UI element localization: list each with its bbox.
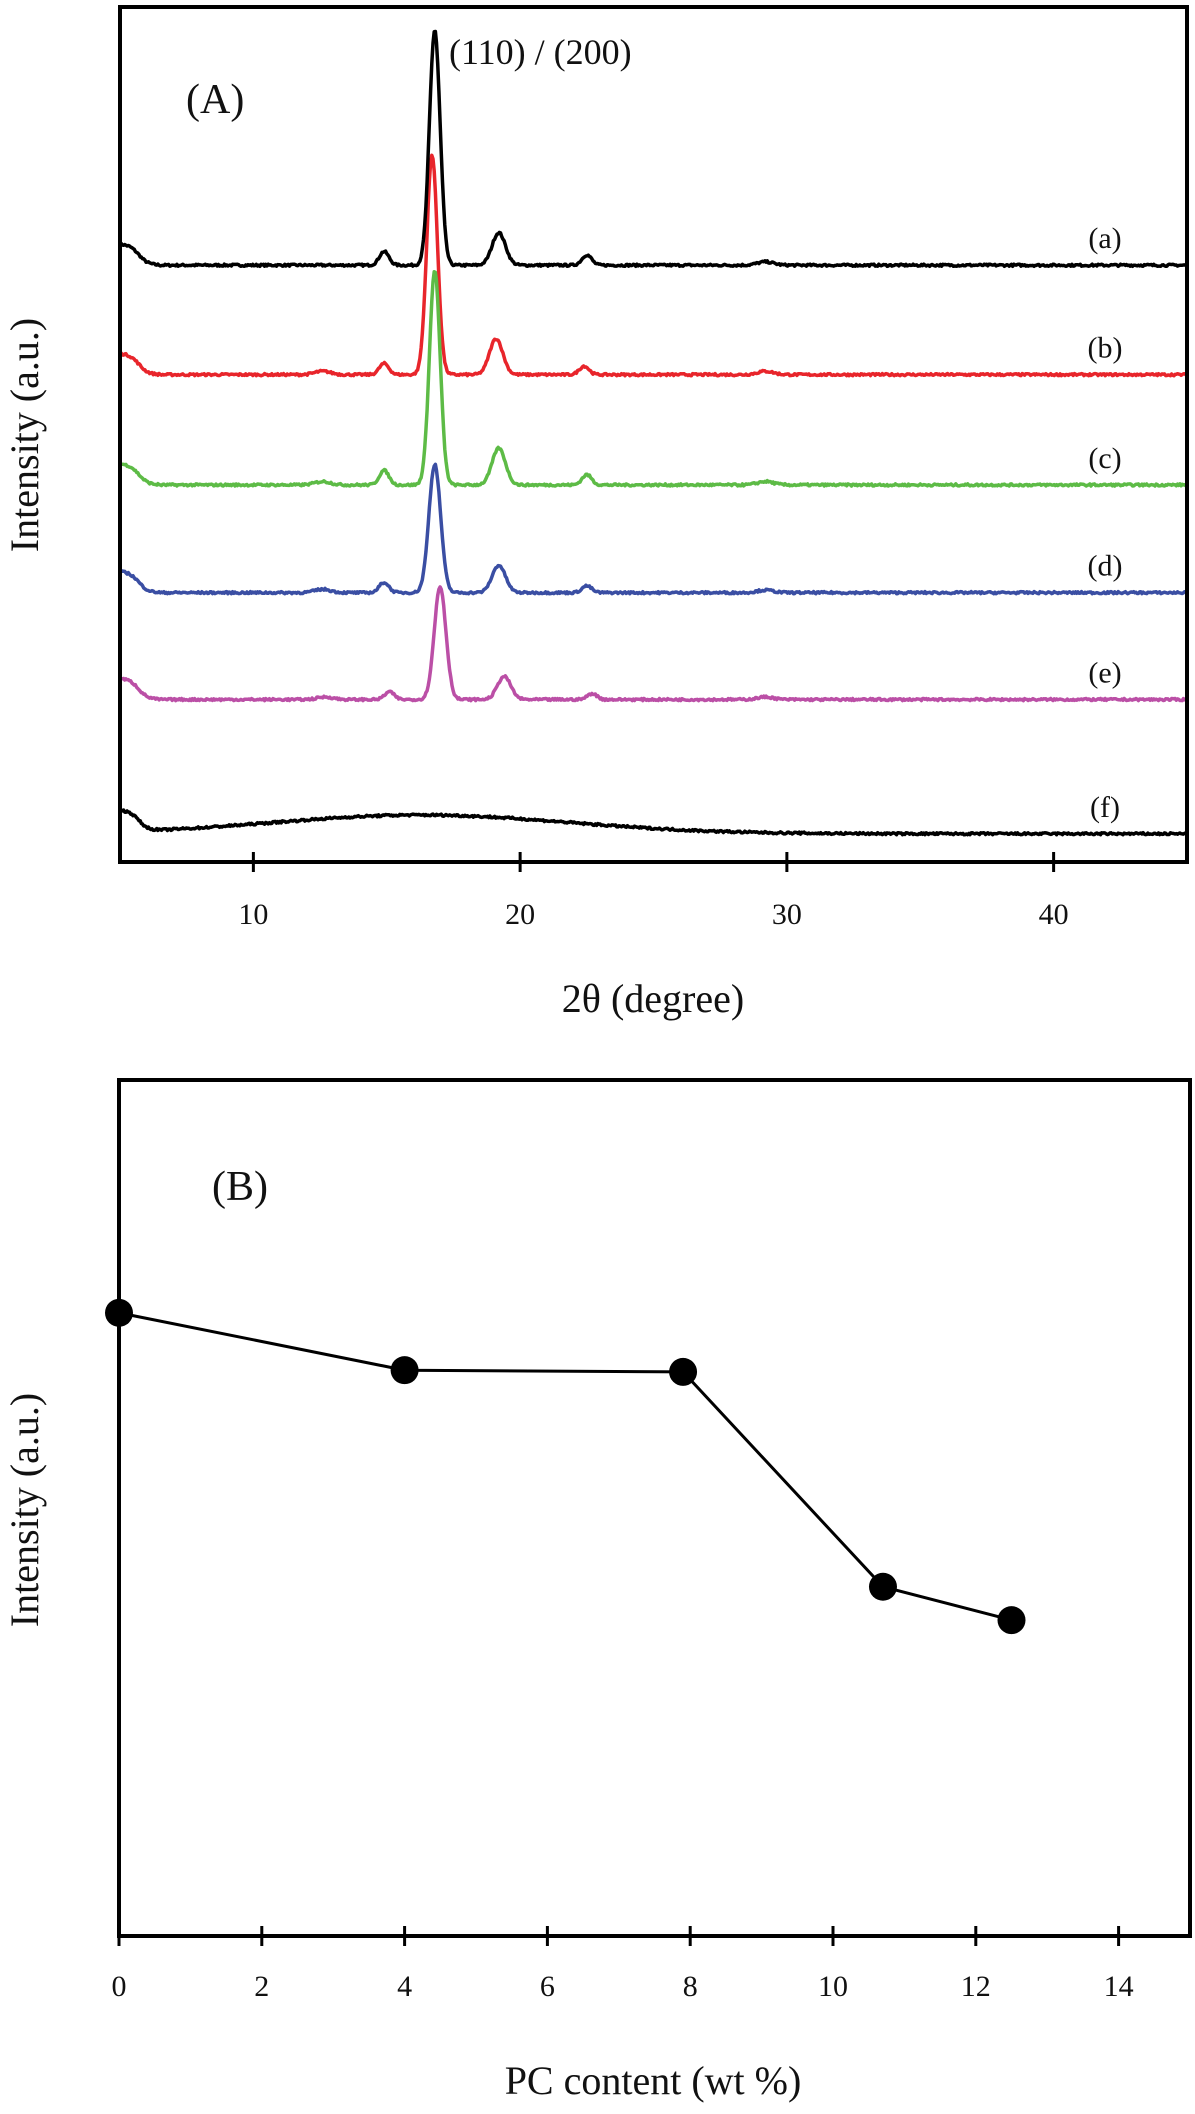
x-tick-label-b: 10 xyxy=(818,1970,848,2003)
x-tick-label-b: 12 xyxy=(961,1970,991,2003)
xrd-curve-b xyxy=(118,153,1189,378)
peak-annotation: (110) / (200) xyxy=(449,32,632,72)
x-tick-label-a: 40 xyxy=(1039,898,1069,931)
panel-label-a: (A) xyxy=(186,77,244,123)
data-point xyxy=(868,1572,897,1601)
curve-label-f: (f) xyxy=(1090,791,1120,824)
intensity-series xyxy=(105,1298,1026,1635)
panel-label-b: (B) xyxy=(212,1164,268,1210)
x-ticks-b: 0 2 4 6 8 10 12 14 xyxy=(112,1926,1134,2003)
x-tick-label-a: 10 xyxy=(238,898,268,931)
y-axis-label-b: Intensity (a.u.) xyxy=(2,1393,47,1627)
panel-b: 0 2 4 6 8 10 12 14 (B) PC content (wt %) Intens… xyxy=(2,1078,1192,2103)
y-axis-label-a: Intensity (a.u.) xyxy=(2,318,47,552)
x-axis-label-a: 2θ (degree) xyxy=(562,976,744,1021)
xrd-curve-a xyxy=(118,29,1188,269)
x-tick-label-b: 14 xyxy=(1104,1970,1134,2003)
x-tick-label-a: 20 xyxy=(505,898,535,931)
curve-label-e: (e) xyxy=(1088,657,1121,690)
xrd-curves xyxy=(118,29,1189,837)
x-tick-label-b: 0 xyxy=(112,1970,127,2003)
plot-frame-a xyxy=(118,5,1189,864)
x-tick-label-b: 6 xyxy=(540,1970,555,2003)
xrd-curve-d xyxy=(119,462,1189,596)
curve-label-c: (c) xyxy=(1088,442,1121,475)
data-point xyxy=(390,1356,419,1385)
xrd-curve-f xyxy=(119,808,1188,837)
curve-label-d: (d) xyxy=(1088,550,1123,583)
plot-frame-b xyxy=(117,1078,1192,1938)
data-point xyxy=(105,1298,133,1327)
xrd-curve-c xyxy=(119,269,1189,488)
x-tick-label-b: 8 xyxy=(683,1970,698,2003)
xrd-curve-e xyxy=(119,585,1189,703)
data-point xyxy=(669,1357,698,1386)
x-tick-label-b: 2 xyxy=(254,1970,269,2003)
panel-a: 10 20 30 40 (a) (b) (c) (d) (e) (f) (A) (110) / … xyxy=(2,5,1189,1021)
curve-label-a: (a) xyxy=(1088,222,1121,255)
x-tick-label-a: 30 xyxy=(772,898,802,931)
curve-labels: (a) (b) (c) (d) (e) (f) xyxy=(1088,222,1123,824)
x-tick-label-b: 4 xyxy=(397,1970,412,2003)
x-ticks-a: 10 20 30 40 xyxy=(238,852,1069,931)
data-point xyxy=(997,1606,1026,1635)
curve-label-b: (b) xyxy=(1088,332,1123,365)
x-axis-label-b: PC content (wt %) xyxy=(505,2058,802,2103)
